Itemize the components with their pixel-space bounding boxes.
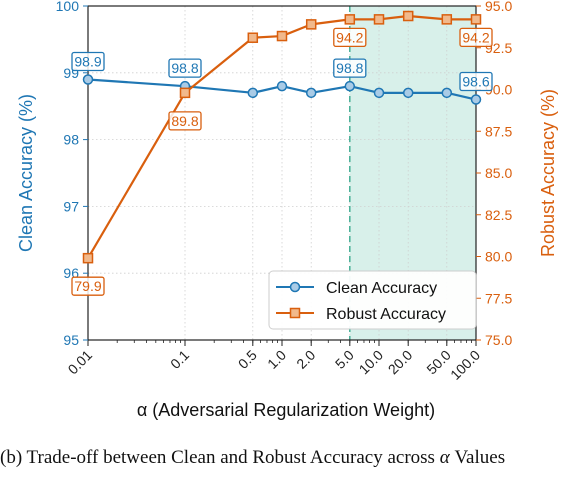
data-label-4: 79.9	[71, 276, 105, 296]
data-label-0: 98.9	[71, 51, 105, 72]
x-tick-label-3: 1.0	[264, 347, 289, 372]
data-label-7: 94.2	[459, 27, 493, 48]
legend-clean-marker	[289, 281, 301, 293]
y-axis-left-label: Clean Accuracy (%)	[16, 94, 36, 252]
x-axis-label: α (Adversarial Regularization Weight)	[137, 400, 435, 420]
data-label-text: 79.9	[74, 278, 101, 294]
clean-point-8	[441, 87, 453, 99]
data-label-1: 98.8	[168, 58, 202, 78]
x-tick-label-1: 0.1	[167, 347, 192, 372]
x-tick-label-2: 0.5	[235, 347, 260, 372]
caption-suffix: Values	[449, 447, 506, 468]
data-label-2: 98.8	[333, 58, 367, 78]
data-label-text: 98.8	[171, 60, 198, 76]
series-line-1	[87, 14, 476, 259]
x-tick-label-7: 20.0	[385, 347, 416, 378]
robust-point-1	[179, 87, 191, 99]
data-label-text: 98.9	[74, 53, 101, 69]
y-left-tick-label-3: 98	[63, 132, 79, 148]
caption-alpha: α	[439, 447, 450, 468]
robust-point-7	[402, 10, 414, 22]
data-label-text: 94.2	[336, 29, 363, 45]
clean-point-4	[305, 87, 317, 99]
robust-point-3	[276, 30, 288, 42]
clean-point-0	[82, 74, 94, 85]
tradeoff-chart: 0.01 0.1 0.5 1.0 2.0 5.010.020.0 50.0100.09596…	[16, 0, 558, 420]
data-label-6: 94.2	[333, 27, 367, 48]
clean-point-6	[373, 87, 385, 99]
data-label-box	[459, 71, 493, 92]
data-label-box	[333, 58, 367, 78]
y-left-tick-label-2: 97	[63, 198, 79, 214]
y-right-tick-label-1: 77.5	[485, 290, 512, 306]
legend-robust-marker	[289, 307, 301, 319]
series-layer	[82, 10, 482, 264]
data-label-box	[459, 27, 493, 48]
y-left-tick-label-5: 100	[56, 0, 80, 14]
y-right-tick-label-5: 87.5	[485, 123, 512, 139]
data-label-text: 94.2	[462, 29, 489, 45]
caption-prefix: (b) Trade-off between Clean and Robust A…	[0, 447, 440, 468]
legend-robust-label: Robust Accuracy	[326, 306, 446, 323]
legend: Clean Accuracy Robust Accuracy	[268, 270, 477, 330]
data-label-box	[168, 111, 202, 131]
data-label-text: 98.8	[336, 60, 363, 76]
clean-point-5	[344, 80, 356, 92]
clean-point-3	[276, 80, 288, 92]
data-label-text: 89.8	[171, 113, 198, 129]
x-tick-label-6: 10.0	[356, 347, 387, 378]
clean-point-7	[402, 87, 414, 99]
x-tick-label-0: 0.01	[65, 347, 96, 378]
clean-point-9	[470, 94, 482, 105]
clean-point-2	[247, 87, 259, 99]
legend-clean-label: Clean Accuracy	[326, 280, 437, 297]
x-tick-label-5: 5.0	[332, 347, 357, 372]
y-axis-right-label: Robust Accuracy (%)	[538, 89, 558, 257]
annotation-layer: 98.9 98.8 98.8 98.6 79.9 89.8 94.2 94.2	[71, 27, 493, 296]
data-label-box	[168, 58, 202, 78]
y-right-tick-label-2: 80.0	[485, 249, 512, 265]
x-tick-label-9: 100.0	[447, 347, 483, 383]
robust-point-5	[344, 14, 356, 25]
robust-point-0	[82, 252, 94, 264]
robust-point-8	[441, 14, 453, 25]
x-tick-label-4: 2.0	[293, 347, 318, 372]
robust-point-2	[247, 32, 259, 43]
series-line-0	[87, 78, 477, 101]
figure-caption: (b) Trade-off between Clean and Robust A…	[0, 447, 576, 469]
y-right-tick-label-8: 95.0	[485, 0, 512, 14]
data-label-text: 98.6	[462, 74, 489, 90]
data-label-box	[333, 27, 367, 48]
data-label-box	[71, 51, 105, 72]
robust-point-4	[305, 19, 317, 30]
y-right-tick-label-3: 82.5	[485, 207, 512, 223]
y-right-tick-label-4: 85.0	[485, 165, 512, 181]
robust-point-6	[373, 14, 385, 25]
data-label-box	[71, 276, 105, 296]
data-label-3: 98.6	[459, 71, 493, 92]
robust-point-9	[470, 14, 482, 25]
data-label-5: 89.8	[168, 111, 202, 131]
y-left-tick-label-0: 95	[63, 332, 79, 348]
y-right-tick-label-0: 75.0	[485, 332, 512, 348]
